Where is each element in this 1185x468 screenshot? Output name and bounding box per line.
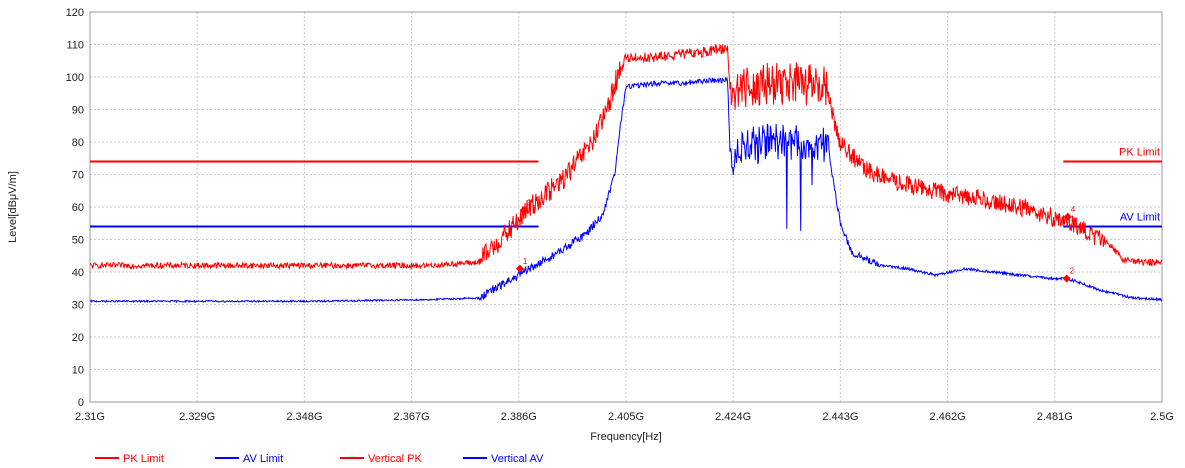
- y-tick-label: 60: [72, 202, 84, 214]
- y-tick-label: 10: [72, 365, 84, 377]
- legend: PK Limit AV Limit Vertical PK Vertical AV: [95, 453, 544, 465]
- x-tick-label: 2.462G: [930, 411, 966, 423]
- grid: [89, 11, 1163, 403]
- x-tick-label: 2.31G: [75, 411, 105, 423]
- y-tick-label: 110: [66, 40, 84, 52]
- y-tick-label: 50: [72, 235, 84, 247]
- y-tick-label: 30: [72, 300, 84, 312]
- series-layer: [89, 43, 1163, 304]
- x-tick-label: 2.329G: [179, 411, 215, 423]
- x-tick-label: 2.5G: [1150, 411, 1174, 423]
- y-tick-label: 80: [72, 137, 84, 149]
- limit-annotation: AV Limit: [1120, 212, 1160, 224]
- annotation-layer: PK Limit AV Limit: [1119, 147, 1160, 224]
- y-tick-label: 100: [66, 72, 84, 84]
- x-tick-label: 2.348G: [286, 411, 322, 423]
- limit-annotation: PK Limit: [1119, 147, 1160, 159]
- marker-3: [519, 206, 528, 215]
- y-tick-label: 40: [72, 267, 84, 279]
- legend-item-label: PK Limit: [123, 453, 164, 465]
- x-tick-label: 2.405G: [608, 411, 644, 423]
- marker-label: 4: [1071, 205, 1076, 214]
- tick-labels: 0 10 20 30 40 50 60 70 80 90 100 110 120 2.31G 2.329G 2…: [66, 7, 1174, 423]
- x-tick-label: 2.386G: [501, 411, 537, 423]
- vertical-av-trace: [89, 76, 1163, 304]
- y-tick-label: 70: [72, 170, 84, 182]
- marker-label: 3: [527, 198, 532, 207]
- plot-frame: [89, 11, 1163, 403]
- legend-item-label: Vertical AV: [491, 453, 544, 465]
- x-axis-title: Frequency[Hz]: [590, 431, 662, 443]
- legend-item-label: Vertical PK: [368, 453, 422, 465]
- x-tick-label: 2.443G: [822, 411, 858, 423]
- y-tick-label: 120: [66, 7, 84, 19]
- marker-label: 1: [523, 257, 528, 266]
- vertical-pk-trace: [89, 43, 1163, 271]
- y-tick-label: 0: [78, 397, 84, 409]
- y-tick-label: 90: [72, 105, 84, 117]
- marker-label: 2: [1070, 267, 1075, 276]
- x-tick-label: 2.424G: [715, 411, 751, 423]
- x-tick-label: 2.367G: [394, 411, 430, 423]
- y-axis-title: Level[dBμV/m]: [7, 171, 19, 243]
- legend-item-label: AV Limit: [243, 453, 283, 465]
- marker-layer: 1 2 3 4: [515, 198, 1076, 283]
- marker-4: [1063, 212, 1072, 221]
- marker-2: [1062, 274, 1071, 283]
- x-tick-label: 2.481G: [1037, 411, 1073, 423]
- marker-1: [515, 264, 524, 273]
- y-tick-label: 20: [72, 332, 84, 344]
